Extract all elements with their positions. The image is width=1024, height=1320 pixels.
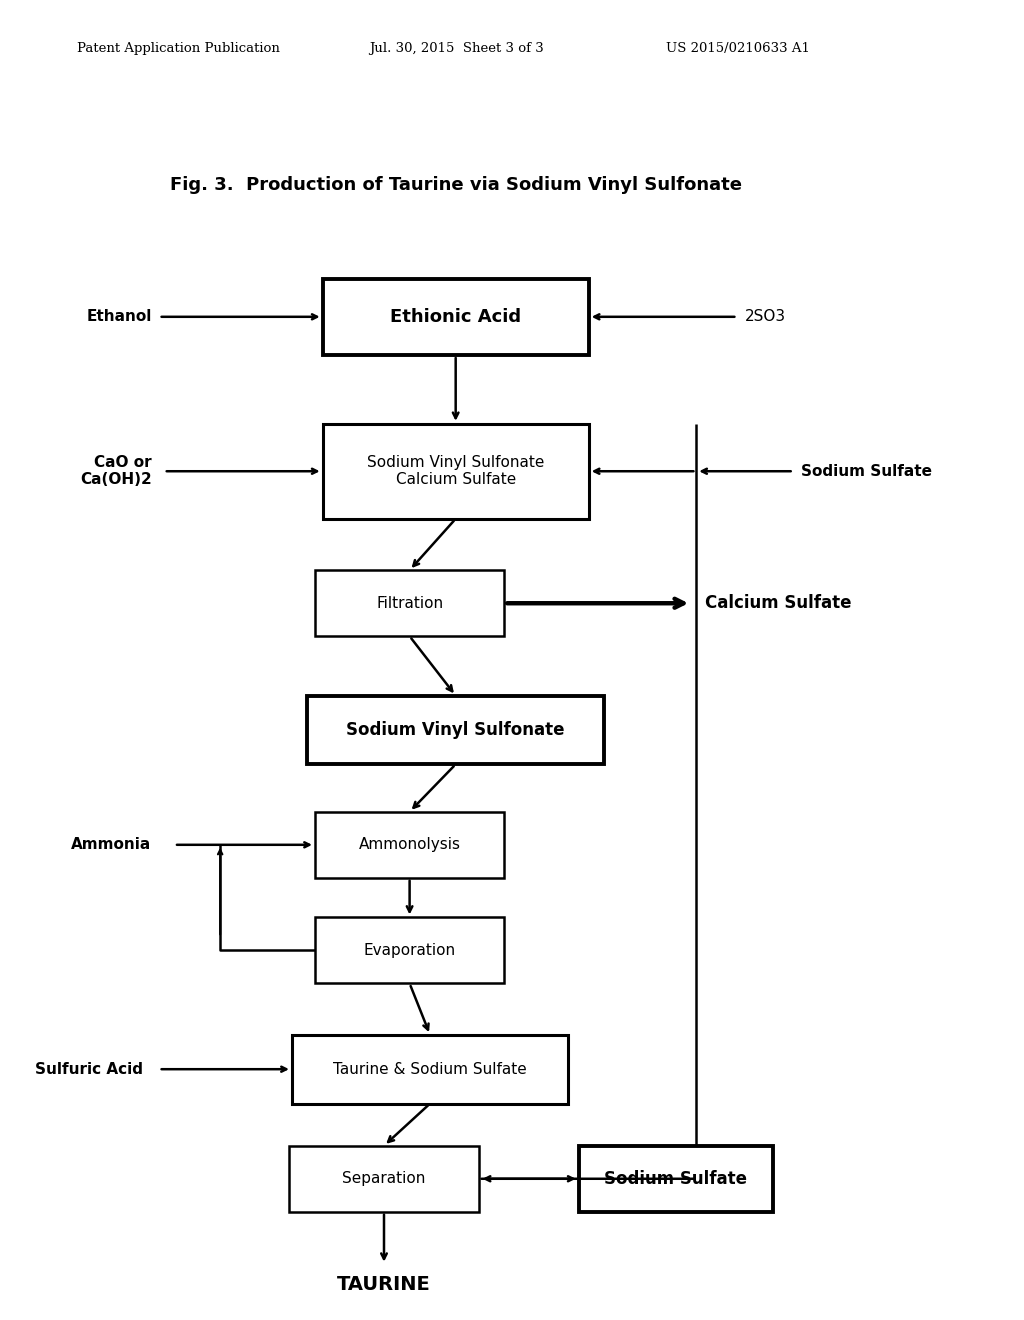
Text: CaO or
Ca(OH)2: CaO or Ca(OH)2 xyxy=(80,455,152,487)
Bar xyxy=(323,279,589,355)
Text: Sulfuric Acid: Sulfuric Acid xyxy=(36,1061,143,1077)
Bar xyxy=(315,917,504,983)
Text: Filtration: Filtration xyxy=(376,595,443,611)
Bar xyxy=(323,424,589,519)
Bar xyxy=(315,812,504,878)
Text: Jul. 30, 2015  Sheet 3 of 3: Jul. 30, 2015 Sheet 3 of 3 xyxy=(369,42,544,55)
Bar xyxy=(579,1146,773,1212)
Text: Calcium Sulfate: Calcium Sulfate xyxy=(705,594,851,612)
Text: Sodium Sulfate: Sodium Sulfate xyxy=(604,1170,748,1188)
Bar xyxy=(315,570,504,636)
Text: 2SO3: 2SO3 xyxy=(744,309,785,325)
Text: Sodium Vinyl Sulfonate: Sodium Vinyl Sulfonate xyxy=(346,721,565,739)
Text: US 2015/0210633 A1: US 2015/0210633 A1 xyxy=(666,42,810,55)
Text: TAURINE: TAURINE xyxy=(337,1275,431,1294)
Text: Ammonolysis: Ammonolysis xyxy=(358,837,461,853)
Text: Sodium Sulfate: Sodium Sulfate xyxy=(801,463,932,479)
Text: Ammonia: Ammonia xyxy=(72,837,152,853)
Bar xyxy=(307,696,604,764)
Text: Taurine & Sodium Sulfate: Taurine & Sodium Sulfate xyxy=(333,1061,527,1077)
Text: Evaporation: Evaporation xyxy=(364,942,456,958)
Bar xyxy=(289,1146,478,1212)
Text: Separation: Separation xyxy=(342,1171,426,1187)
Text: Patent Application Publication: Patent Application Publication xyxy=(77,42,280,55)
Bar xyxy=(292,1035,568,1104)
Text: Ethionic Acid: Ethionic Acid xyxy=(390,308,521,326)
Text: Fig. 3.  Production of Taurine via Sodium Vinyl Sulfonate: Fig. 3. Production of Taurine via Sodium… xyxy=(170,176,741,194)
Text: Ethanol: Ethanol xyxy=(86,309,152,325)
Text: Sodium Vinyl Sulfonate
Calcium Sulfate: Sodium Vinyl Sulfonate Calcium Sulfate xyxy=(367,455,545,487)
